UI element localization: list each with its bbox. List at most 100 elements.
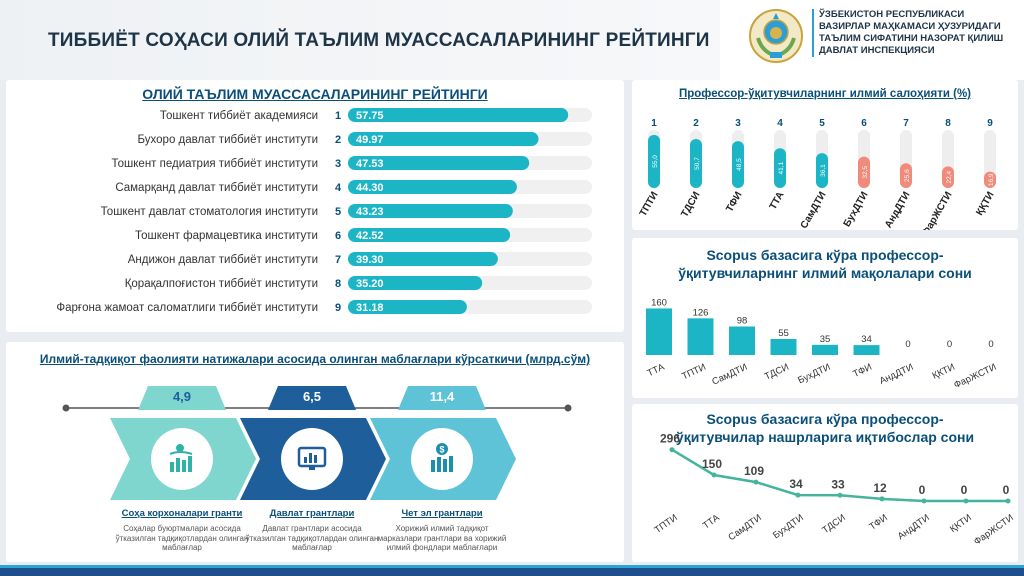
citation-category-label: ТПТИ xyxy=(653,512,680,536)
rank-bar xyxy=(348,156,530,170)
rank-institution-label: Фарғона жамоат саломатлиги тиббиёт инсти… xyxy=(56,302,318,314)
potential-bar xyxy=(774,148,786,188)
potential-bar-value: 55,0 xyxy=(652,155,659,168)
rank-bar-value: 43.23 xyxy=(356,206,384,218)
rank-bar-value: 35.20 xyxy=(356,278,384,290)
potential-bar xyxy=(816,153,828,188)
org-line: ДАВЛАТ ИНСПЕКЦИЯСИ xyxy=(819,45,935,56)
potential-card: Профессор-ўқитувчиларнинг илмий салоҳият… xyxy=(632,80,1018,230)
footer-stripe xyxy=(0,565,1024,568)
article-category-label: ТДСИ xyxy=(763,362,791,383)
citation-category-label: ТДСИ xyxy=(820,512,847,536)
svg-text:$: $ xyxy=(439,445,444,455)
potential-rank: 1 xyxy=(651,118,657,129)
funding-caption: Соҳалар буюртмалари асосида ўтказилган т… xyxy=(115,524,249,552)
rank-bar xyxy=(348,180,517,194)
potential-bar xyxy=(648,134,660,188)
citation-point xyxy=(963,498,969,504)
article-bar-value: 0 xyxy=(947,339,952,350)
rank-bar-value: 49.97 xyxy=(356,134,384,146)
potential-rank: 7 xyxy=(903,118,909,129)
rank-bar xyxy=(348,108,569,122)
citation-point xyxy=(879,496,885,502)
citation-value: 34 xyxy=(789,477,803,491)
article-category-label: АндДТИ xyxy=(878,362,916,387)
potential-rank: 9 xyxy=(987,118,993,129)
potential-bar-value: 50,7 xyxy=(694,157,701,170)
citations-chart: 296 ТПТИ 150 ТТА 109 СамДТИ 34 БухДТИ 33 ТДСИ 12 ТФ… xyxy=(653,432,1016,548)
rank-institution-label: Тошкент педиатрия тиббиёт институти xyxy=(112,158,318,170)
potential-rank: 6 xyxy=(861,118,867,129)
rank-institution-label: Андижон давлат тиббиёт институти xyxy=(128,254,318,266)
org-name: ЎЗБЕКИСТОН РЕСПУБЛИКАСИ ВАЗИРЛАР МАҲКАМА… xyxy=(812,9,1017,57)
rank-bar-value: 31.18 xyxy=(356,302,384,314)
article-bar-value: 34 xyxy=(861,334,872,345)
rank-bar xyxy=(348,132,539,146)
article-bar xyxy=(687,318,714,355)
org-line: ВАЗИРЛАР МАҲКАМАСИ ҲУЗУРИДАГИ xyxy=(819,21,1001,32)
rank-number: 4 xyxy=(335,182,342,194)
ranking-card: ОЛИЙ ТАЪЛИМ МУАССАСАЛАРИНИНГ РЕЙТИНГИ То… xyxy=(6,80,624,332)
header: ТИББИЁТ СОҲАСИ ОЛИЙ ТАЪЛИМ МУАССАСАЛАРИН… xyxy=(0,0,1024,80)
potential-bar-value: 48,5 xyxy=(736,158,743,171)
article-bar xyxy=(853,345,880,355)
citation-point xyxy=(795,492,801,498)
potential-title: Профессор-ўқитувчиларнинг илмий салоҳият… xyxy=(678,88,971,100)
rank-bar xyxy=(348,252,498,266)
rank-number: 2 xyxy=(335,134,341,146)
rank-institution-label: Тошкент фармацевтика институти xyxy=(135,230,318,242)
funding-value: 11,4 xyxy=(429,389,455,404)
potential-category-label: ТТА xyxy=(768,190,787,212)
article-bar-value: 126 xyxy=(693,307,709,318)
rank-number: 1 xyxy=(335,110,341,122)
potential-bar-value: 22,4 xyxy=(946,170,953,183)
potential-category-label: ТФИ xyxy=(724,190,744,214)
funding-graphic xyxy=(62,386,572,500)
funding-value: 6,5 xyxy=(302,389,322,404)
citation-category-label: ФарЖСТИ xyxy=(972,512,1016,547)
rank-number: 8 xyxy=(335,278,341,290)
article-bar xyxy=(729,326,755,355)
rank-bar-value: 42.52 xyxy=(356,230,384,242)
citations-card: Scopus базасига кўра профессор-ўқитувчил… xyxy=(632,404,1018,562)
rank-institution-label: Қорақалпоғистон тиббиёт институти xyxy=(125,278,318,290)
article-bar xyxy=(770,339,797,355)
articles-chart: 160 ТТА 126 ТПТИ 98 СамДТИ 55 ТДСИ 35 БухДТИ 34 ТФИ… xyxy=(646,297,999,391)
potential-bar xyxy=(690,138,702,188)
citation-point xyxy=(1005,498,1011,504)
citations-title: Scopus базасига кўра профессор-ўқитувчил… xyxy=(675,411,975,445)
citation-category-label: ТФИ xyxy=(867,512,889,532)
article-bar-value: 55 xyxy=(778,328,789,339)
citation-value: 296 xyxy=(660,432,680,446)
rank-number: 6 xyxy=(335,230,341,242)
rank-institution-label: Тошкент тиббиёт академияси xyxy=(160,110,318,122)
citation-point xyxy=(837,492,843,498)
potential-category-label: ФарЖСТИ xyxy=(920,190,954,230)
citation-value: 150 xyxy=(702,457,722,471)
potential-rank: 8 xyxy=(945,118,951,129)
rank-bar xyxy=(348,276,483,290)
potential-category-label: БухДТИ xyxy=(842,190,871,229)
article-category-label: ФарЖСТИ xyxy=(952,362,998,391)
potential-category-label: СамДТИ xyxy=(799,190,829,230)
potential-bar-value: 25,6 xyxy=(904,169,911,182)
citation-point xyxy=(711,472,717,478)
citation-point xyxy=(753,479,759,485)
rank-institution-label: Бухоро давлат тиббиёт институти xyxy=(137,134,318,146)
potential-rank: 4 xyxy=(777,118,783,129)
article-category-label: ТФИ xyxy=(851,362,874,380)
citation-point xyxy=(921,498,927,504)
potential-bar xyxy=(942,166,954,188)
header-band xyxy=(0,0,720,80)
funding-title: Илмий-тадқиқот фаолияти натижалари асоси… xyxy=(39,352,591,366)
potential-rank: 2 xyxy=(693,118,699,129)
rank-number: 7 xyxy=(335,254,341,266)
dollar-chart-icon: $ xyxy=(431,443,453,472)
rank-bar-value: 44.30 xyxy=(356,182,384,194)
citation-point xyxy=(669,447,675,453)
funding-label: Чет эл грантлари xyxy=(401,508,483,519)
org-line: ТАЪЛИМ СИФАТИНИ НАЗОРАТ ҚИЛИШ xyxy=(819,33,1004,44)
article-category-label: БухДТИ xyxy=(796,362,832,387)
citation-value: 0 xyxy=(1003,483,1010,497)
rank-bar xyxy=(348,300,467,314)
